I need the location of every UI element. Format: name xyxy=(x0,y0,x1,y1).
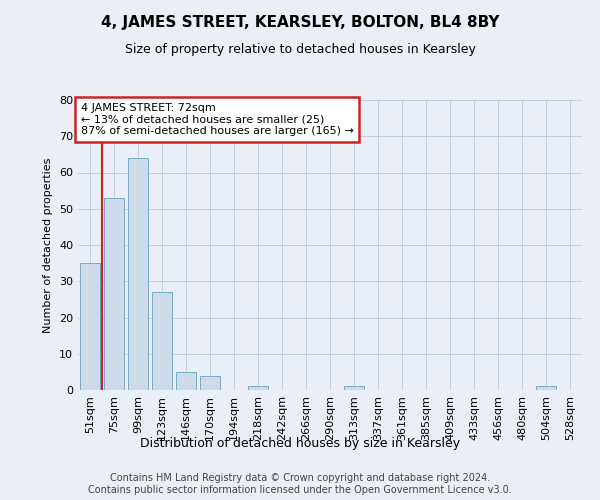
Bar xyxy=(200,376,220,390)
Text: Contains HM Land Registry data © Crown copyright and database right 2024.
Contai: Contains HM Land Registry data © Crown c… xyxy=(88,474,512,495)
Y-axis label: Number of detached properties: Number of detached properties xyxy=(43,158,53,332)
Text: 4 JAMES STREET: 72sqm
← 13% of detached houses are smaller (25)
87% of semi-deta: 4 JAMES STREET: 72sqm ← 13% of detached … xyxy=(80,103,353,136)
Bar xyxy=(248,386,268,390)
Bar xyxy=(152,292,172,390)
Bar xyxy=(80,263,100,390)
Bar xyxy=(344,386,364,390)
Text: Distribution of detached houses by size in Kearsley: Distribution of detached houses by size … xyxy=(140,438,460,450)
Bar xyxy=(176,372,196,390)
Text: Size of property relative to detached houses in Kearsley: Size of property relative to detached ho… xyxy=(125,42,475,56)
Bar xyxy=(128,158,148,390)
Bar xyxy=(104,198,124,390)
Bar xyxy=(536,386,556,390)
Text: 4, JAMES STREET, KEARSLEY, BOLTON, BL4 8BY: 4, JAMES STREET, KEARSLEY, BOLTON, BL4 8… xyxy=(101,15,499,30)
